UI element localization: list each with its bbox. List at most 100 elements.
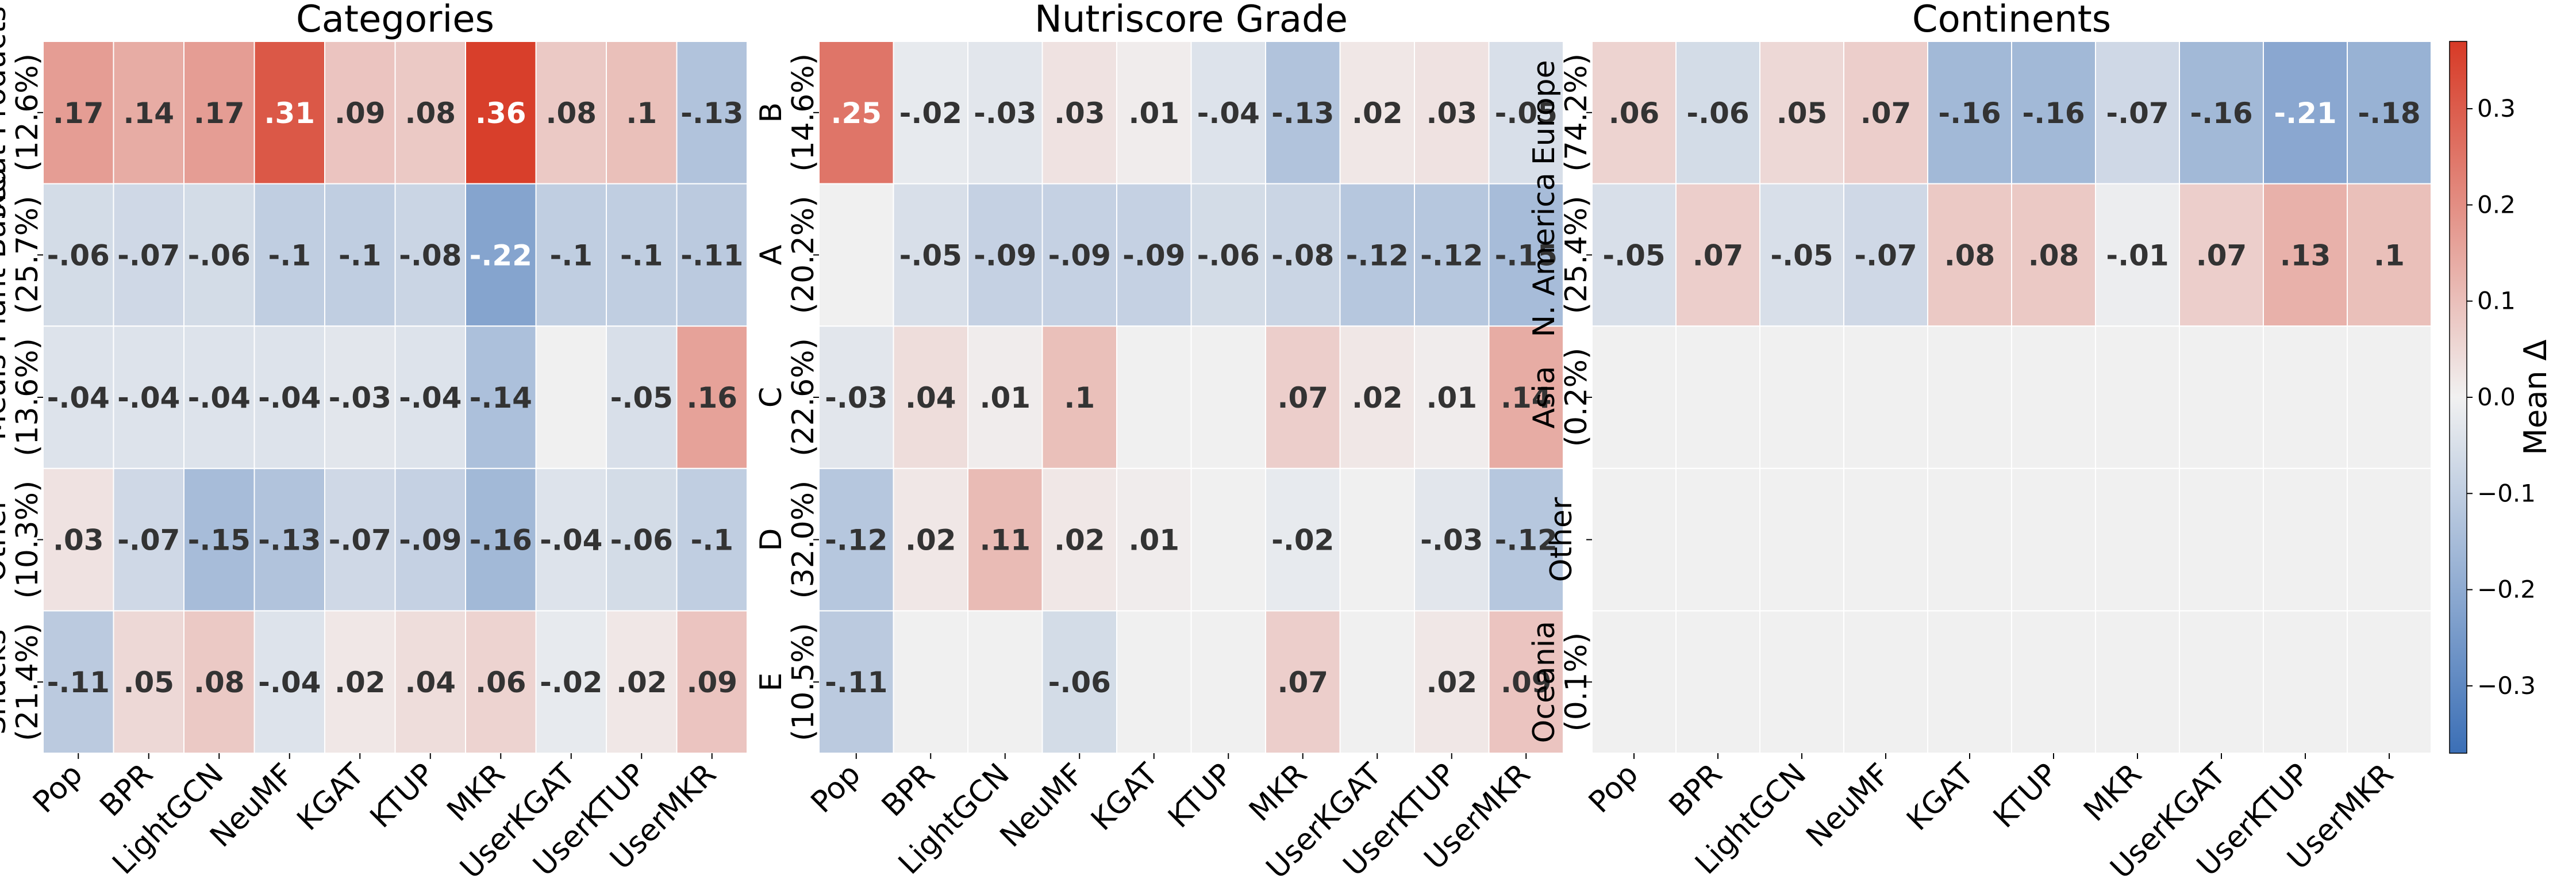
x-tick-label: NeuMF (994, 757, 1091, 854)
heatmap-cell (535, 325, 607, 469)
cell-value-label: -.07 (117, 524, 180, 557)
cell-value-label: .02 (335, 666, 386, 699)
cell-value-label: .08 (1944, 239, 1996, 272)
cell-value-label: -.05 (610, 381, 673, 415)
cell-value-label: -.04 (540, 524, 602, 557)
cell-value-label: -.07 (1854, 239, 1917, 272)
y-tick-share: (0.2%) (1559, 348, 1594, 447)
cell-value-label: -.02 (1271, 524, 1334, 557)
heatmap-cell (1339, 183, 1415, 327)
x-tick-label: KTUP (1162, 757, 1239, 835)
heatmap-cell (1488, 41, 1564, 185)
cell-value-label: .03 (53, 524, 104, 557)
y-tick-label: Other (0, 497, 13, 582)
cell-value-label: -.07 (2106, 97, 2169, 130)
heatmap-cell (1927, 610, 2012, 754)
heatmap-cell (606, 325, 678, 469)
cell-value-label: -.16 (2190, 97, 2252, 130)
cell-value-label: .04 (405, 666, 456, 699)
cell-value-label: -.06 (1686, 97, 1749, 130)
cell-value-label: .01 (1426, 381, 1477, 415)
heatmap-cell (676, 183, 748, 327)
cell-value-label: -.15 (188, 524, 251, 557)
x-tick-label: MKR (2077, 757, 2148, 829)
y-tick-share: (12.6%) (10, 53, 45, 172)
heatmap-cell (113, 325, 184, 469)
heatmap-cell (818, 610, 894, 754)
cell-value-label: -.04 (258, 666, 321, 699)
cell-value-label: -.03 (1420, 524, 1483, 557)
heatmap-cell (1591, 325, 1677, 469)
cell-value-label: -.02 (540, 666, 602, 699)
heatmap-cell (2347, 467, 2432, 612)
cell-value-label: .06 (1609, 97, 1660, 130)
heatmap-cell (967, 610, 1043, 754)
cell-value-label: .1 (2374, 239, 2405, 272)
heatmap-cell (535, 183, 607, 327)
heatmap-cell (2095, 325, 2180, 469)
heatmap-cell (1190, 467, 1266, 612)
y-tick-label: Asia (1527, 366, 1562, 429)
heatmap-cell (1116, 183, 1192, 327)
y-tick-share: (32.0%) (786, 481, 821, 599)
x-tick-label: KGAT (1900, 757, 1981, 838)
panel-title: Continents (1912, 0, 2111, 41)
cell-value-label: -.08 (399, 239, 462, 272)
heatmap-cell (1265, 41, 1341, 185)
cell-value-label: .05 (123, 666, 174, 699)
heatmap-cell (1675, 467, 1760, 612)
heatmap-cell (1339, 41, 1415, 185)
heatmap-cell (606, 467, 678, 612)
cell-value-label: .09 (1501, 666, 1552, 699)
cell-value-label: -.05 (899, 239, 962, 272)
heatmap-cell (253, 183, 325, 327)
cell-value-label: .08 (545, 97, 597, 130)
heatmap-cell (676, 610, 748, 754)
heatmap-cell (43, 610, 114, 754)
heatmap-cell (1339, 610, 1415, 754)
heatmap-cell (535, 41, 607, 185)
heatmap-cell (465, 325, 537, 469)
heatmap-cell (535, 610, 607, 754)
cell-value-label: .17 (53, 97, 104, 130)
cell-value-label: -.11 (47, 666, 110, 699)
cell-value-label: -.12 (1495, 524, 1558, 557)
cell-value-label: -.16 (2022, 97, 2085, 130)
panel-title: Nutriscore Grade (1035, 0, 1348, 41)
cell-value-label: -.13 (258, 524, 321, 557)
colorbar-tick-label: −0.2 (2477, 576, 2536, 604)
cell-value-label: -.12 (825, 524, 887, 557)
heatmap-cell (1116, 325, 1192, 469)
cell-value-label: .02 (1352, 97, 1403, 130)
heatmap-cell (1927, 325, 2012, 469)
cell-value-label: -.03 (329, 381, 391, 415)
cell-value-label: -.03 (825, 381, 887, 415)
cell-value-label: -.04 (1197, 97, 1260, 130)
cell-value-label: .07 (1860, 97, 1912, 130)
x-tick-label: KTUP (364, 757, 441, 835)
heatmap-cell (606, 183, 678, 327)
heatmap-cell (606, 610, 678, 754)
heatmap-cell (2011, 325, 2096, 469)
heatmap-cell (1190, 183, 1266, 327)
heatmap-cell (1190, 41, 1266, 185)
cell-value-label: .01 (1128, 97, 1179, 130)
cell-value-label: -.16 (470, 524, 532, 557)
heatmap-cell (1591, 610, 1677, 754)
cell-value-label: -.07 (117, 239, 180, 272)
cell-value-label: -.15 (1495, 239, 1558, 272)
x-tick-label: Pop (805, 757, 867, 820)
x-tick-label: KGAT (291, 757, 371, 838)
heatmap-cell (1116, 467, 1192, 612)
heatmap-cell (676, 41, 748, 185)
heatmap-cell (394, 41, 466, 185)
y-tick-label: C (754, 387, 789, 408)
heatmap-cell (893, 610, 968, 754)
cell-value-label: -.03 (974, 97, 1036, 130)
cell-value-label: .06 (475, 666, 526, 699)
heatmap-cell (535, 467, 607, 612)
heatmap-cell (893, 183, 968, 327)
x-tick-label: NeuMF (1800, 757, 1897, 854)
heatmap-cell (113, 467, 184, 612)
